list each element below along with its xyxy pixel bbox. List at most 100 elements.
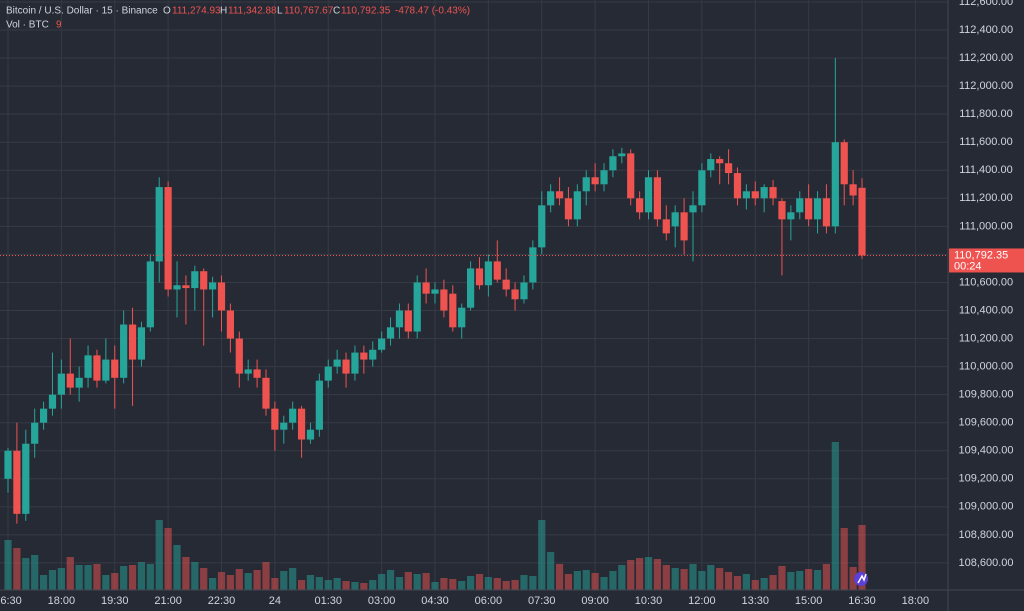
volume-bar — [618, 565, 626, 590]
candle-body — [404, 310, 412, 332]
candle-body — [822, 198, 831, 227]
volume-bar — [796, 571, 804, 590]
candle-body — [618, 153, 626, 157]
volume-bar — [235, 569, 243, 590]
x-tick-label: 06:00 — [475, 595, 503, 607]
volume-label: Vol · BTC — [6, 20, 49, 31]
candle-body — [315, 380, 323, 430]
candle-body — [529, 247, 537, 283]
candle-body — [111, 359, 119, 378]
volume-bar — [360, 583, 368, 590]
x-tick-label: 01:30 — [314, 595, 342, 607]
volume-bar — [57, 568, 65, 590]
volume-bar — [22, 558, 30, 590]
y-tick-label: 111,400.00 — [959, 164, 1012, 176]
candle-body — [253, 369, 261, 378]
volume-bar — [600, 577, 608, 590]
candle-body — [600, 170, 608, 185]
candle-body — [289, 408, 297, 423]
header: Bitcoin / U.S. Dollar · 15 · Binance O 1… — [6, 6, 470, 31]
candle-body — [769, 187, 777, 199]
volume-bar — [217, 572, 226, 590]
l-value: 110,767.67 — [284, 6, 334, 17]
volume-bar — [591, 573, 599, 590]
volume-bar — [662, 565, 670, 590]
x-tick-label: 18:00 — [48, 595, 76, 607]
candle-body — [235, 338, 243, 374]
x-tick-label: 13:30 — [741, 595, 769, 607]
volume-bar — [4, 540, 12, 590]
o-value: 111,274.93 — [172, 6, 221, 17]
y-tick-label: 110,600.00 — [959, 276, 1013, 288]
candle-body — [31, 422, 39, 444]
candle-body — [395, 310, 404, 328]
candle-body — [813, 198, 822, 220]
volume-bar — [680, 569, 688, 590]
volume-bar — [369, 580, 377, 590]
volume-bar — [449, 579, 457, 590]
volume-bar — [466, 576, 475, 590]
symbol: Bitcoin / U.S. Dollar · 15 · Binance — [6, 6, 158, 17]
candle-body — [680, 212, 688, 241]
volume-bar — [689, 564, 697, 590]
y-tick-label: 111,000.00 — [959, 220, 1012, 232]
volume-bar — [262, 562, 270, 590]
volume-bar — [93, 564, 101, 590]
volume-bar — [137, 562, 146, 590]
volume-bar — [164, 528, 172, 590]
candle-body — [796, 198, 804, 213]
candle-body — [226, 310, 234, 339]
candle-body — [297, 408, 306, 440]
y-tick-label: 112,000.00 — [959, 80, 1013, 92]
x-tick-label: 04:30 — [421, 595, 449, 607]
volume-bar — [707, 565, 715, 590]
candle-body — [547, 191, 555, 206]
h-value: 111,342.88 — [228, 6, 277, 17]
candle-body — [182, 285, 190, 289]
candle-body — [805, 198, 813, 220]
volume-bar — [297, 580, 306, 590]
candle-body — [636, 198, 644, 213]
volume-bar — [440, 578, 448, 590]
candle-body — [751, 191, 759, 199]
volume-bar — [698, 571, 706, 590]
x-tick-label: 12:00 — [688, 595, 716, 607]
volume-bar — [306, 575, 315, 590]
volume-bar — [822, 564, 831, 590]
l-label: L — [277, 6, 283, 17]
candle-body — [351, 352, 359, 374]
volume-bar — [244, 573, 252, 590]
volume-bar — [805, 569, 813, 590]
volume-bar — [66, 557, 74, 590]
y-tick-label: 109,600.00 — [958, 417, 1013, 429]
volume-bar — [102, 575, 110, 590]
volume-bar — [13, 548, 21, 590]
volume-bar — [671, 568, 679, 590]
volume-bar — [484, 577, 492, 590]
volume-bar — [475, 574, 484, 590]
volume-bar — [84, 565, 92, 590]
volume-bar — [582, 570, 590, 590]
volume-bar — [404, 572, 412, 590]
volume-bar — [769, 575, 777, 590]
candle-body — [466, 268, 475, 308]
volume-bar — [209, 578, 217, 590]
y-tick-label: 112,600.00 — [959, 0, 1013, 8]
candle-body — [39, 408, 48, 423]
volume-bar — [858, 525, 866, 590]
candle-body — [707, 159, 715, 171]
candle-body — [102, 359, 110, 381]
candle-body — [689, 205, 697, 213]
volume-bar — [280, 571, 288, 590]
candle-body — [324, 366, 332, 381]
y-tick-label: 109,000.00 — [958, 501, 1013, 513]
candle-body — [66, 373, 74, 388]
x-tick-label: 07:30 — [528, 595, 556, 607]
volume-bar — [751, 580, 759, 590]
candle-body — [733, 173, 742, 199]
volume-bar — [733, 576, 742, 590]
x-tick-label: 16:30 — [0, 595, 22, 607]
candle-body — [48, 394, 57, 409]
